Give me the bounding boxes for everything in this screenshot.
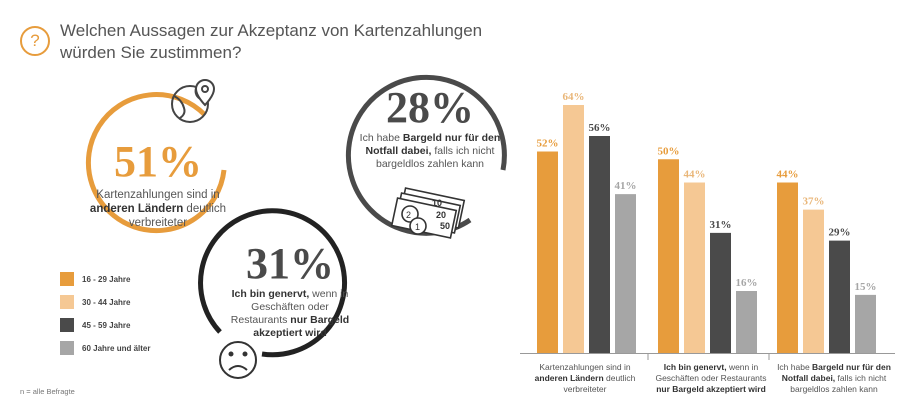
bar-value-label: 64%: [563, 91, 585, 103]
bar-value-label: 37%: [803, 196, 825, 208]
bar-3-series-3: [829, 240, 850, 353]
circle-51-ring: [85, 92, 227, 234]
bar-1-series-4: [615, 194, 636, 353]
bar-value-label: 16%: [736, 277, 758, 289]
circle-28-text: Ich habe Bargeld nur für den Notfall dab…: [359, 132, 501, 170]
legend-swatch: [60, 272, 74, 286]
question-icon: ?: [20, 26, 50, 56]
bar-3-series-2: [803, 209, 824, 353]
svg-text:50: 50: [440, 221, 450, 231]
svg-text:2: 2: [406, 210, 411, 220]
bar-2-series-3: [710, 232, 731, 353]
bar-value-label: 44%: [777, 169, 799, 181]
bar-2-series-1: [658, 159, 679, 353]
bar-1-series-3: [589, 136, 610, 353]
legend-swatch: [60, 341, 74, 355]
circle-51: 51% Kartenzahlungen sind in anderen Länd…: [88, 140, 228, 230]
category-label-1: Kartenzahlungen sind in anderen Ländern …: [534, 362, 636, 394]
category-label-2: Ich bin genervt, wenn in Geschäften oder…: [655, 362, 767, 394]
bar-3-series-4: [855, 294, 876, 353]
circle-28-value: 28%: [386, 83, 474, 132]
bar-value-label: 29%: [829, 227, 851, 239]
svg-text:1: 1: [415, 222, 420, 232]
circle-51-value: 51%: [114, 137, 202, 186]
bar-3-series-1: [777, 182, 798, 353]
bar-value-label: 56%: [589, 122, 611, 134]
sad-face-icon: [219, 341, 257, 379]
bar-value-label: 31%: [710, 219, 732, 231]
page-title: Welchen Aussagen zur Akzeptanz von Karte…: [60, 21, 483, 62]
bar-value-label: 15%: [855, 281, 877, 293]
bar-value-label: 44%: [684, 169, 706, 181]
bar-chart: 52% 50% 44% 64% 44% 37% 56% 31% 29% 41% 16% 15%: [520, 91, 895, 360]
globe-pin-icon: [171, 78, 216, 123]
bar-value-label: 41%: [615, 180, 637, 192]
legend-swatch: [60, 318, 74, 332]
bar-1-series-2: [563, 105, 584, 353]
bar-1-series-1: [537, 151, 558, 353]
svg-text:20: 20: [436, 210, 446, 220]
category-label-3: Ich habe Bargeld nur für den Notfall dab…: [777, 362, 891, 394]
footnote: n = alle Befragte: [20, 387, 75, 396]
bar-value-label: 52%: [537, 138, 559, 150]
circle-31-ring: [198, 208, 348, 358]
money-icon: 2 1 10 20 50: [390, 187, 466, 239]
circle-31: 31% Ich bin genervt, wenn in Geschäften …: [222, 242, 358, 340]
bar-2-series-2: [684, 182, 705, 353]
legend-swatch: [60, 295, 74, 309]
circle-28-ring: [345, 74, 507, 236]
svg-text:10: 10: [432, 198, 442, 208]
circle-51-text: Kartenzahlungen sind in anderen Ländern …: [89, 189, 227, 229]
circle-28: 28% Ich habe Bargeld nur für den Notfall…: [355, 86, 505, 171]
circle-31-value: 31%: [246, 239, 334, 288]
bar-value-label: 50%: [658, 145, 680, 157]
bar-2-series-4: [736, 291, 757, 353]
circle-31-text: Ich bin genervt, wenn in Geschäften oder…: [230, 288, 350, 339]
